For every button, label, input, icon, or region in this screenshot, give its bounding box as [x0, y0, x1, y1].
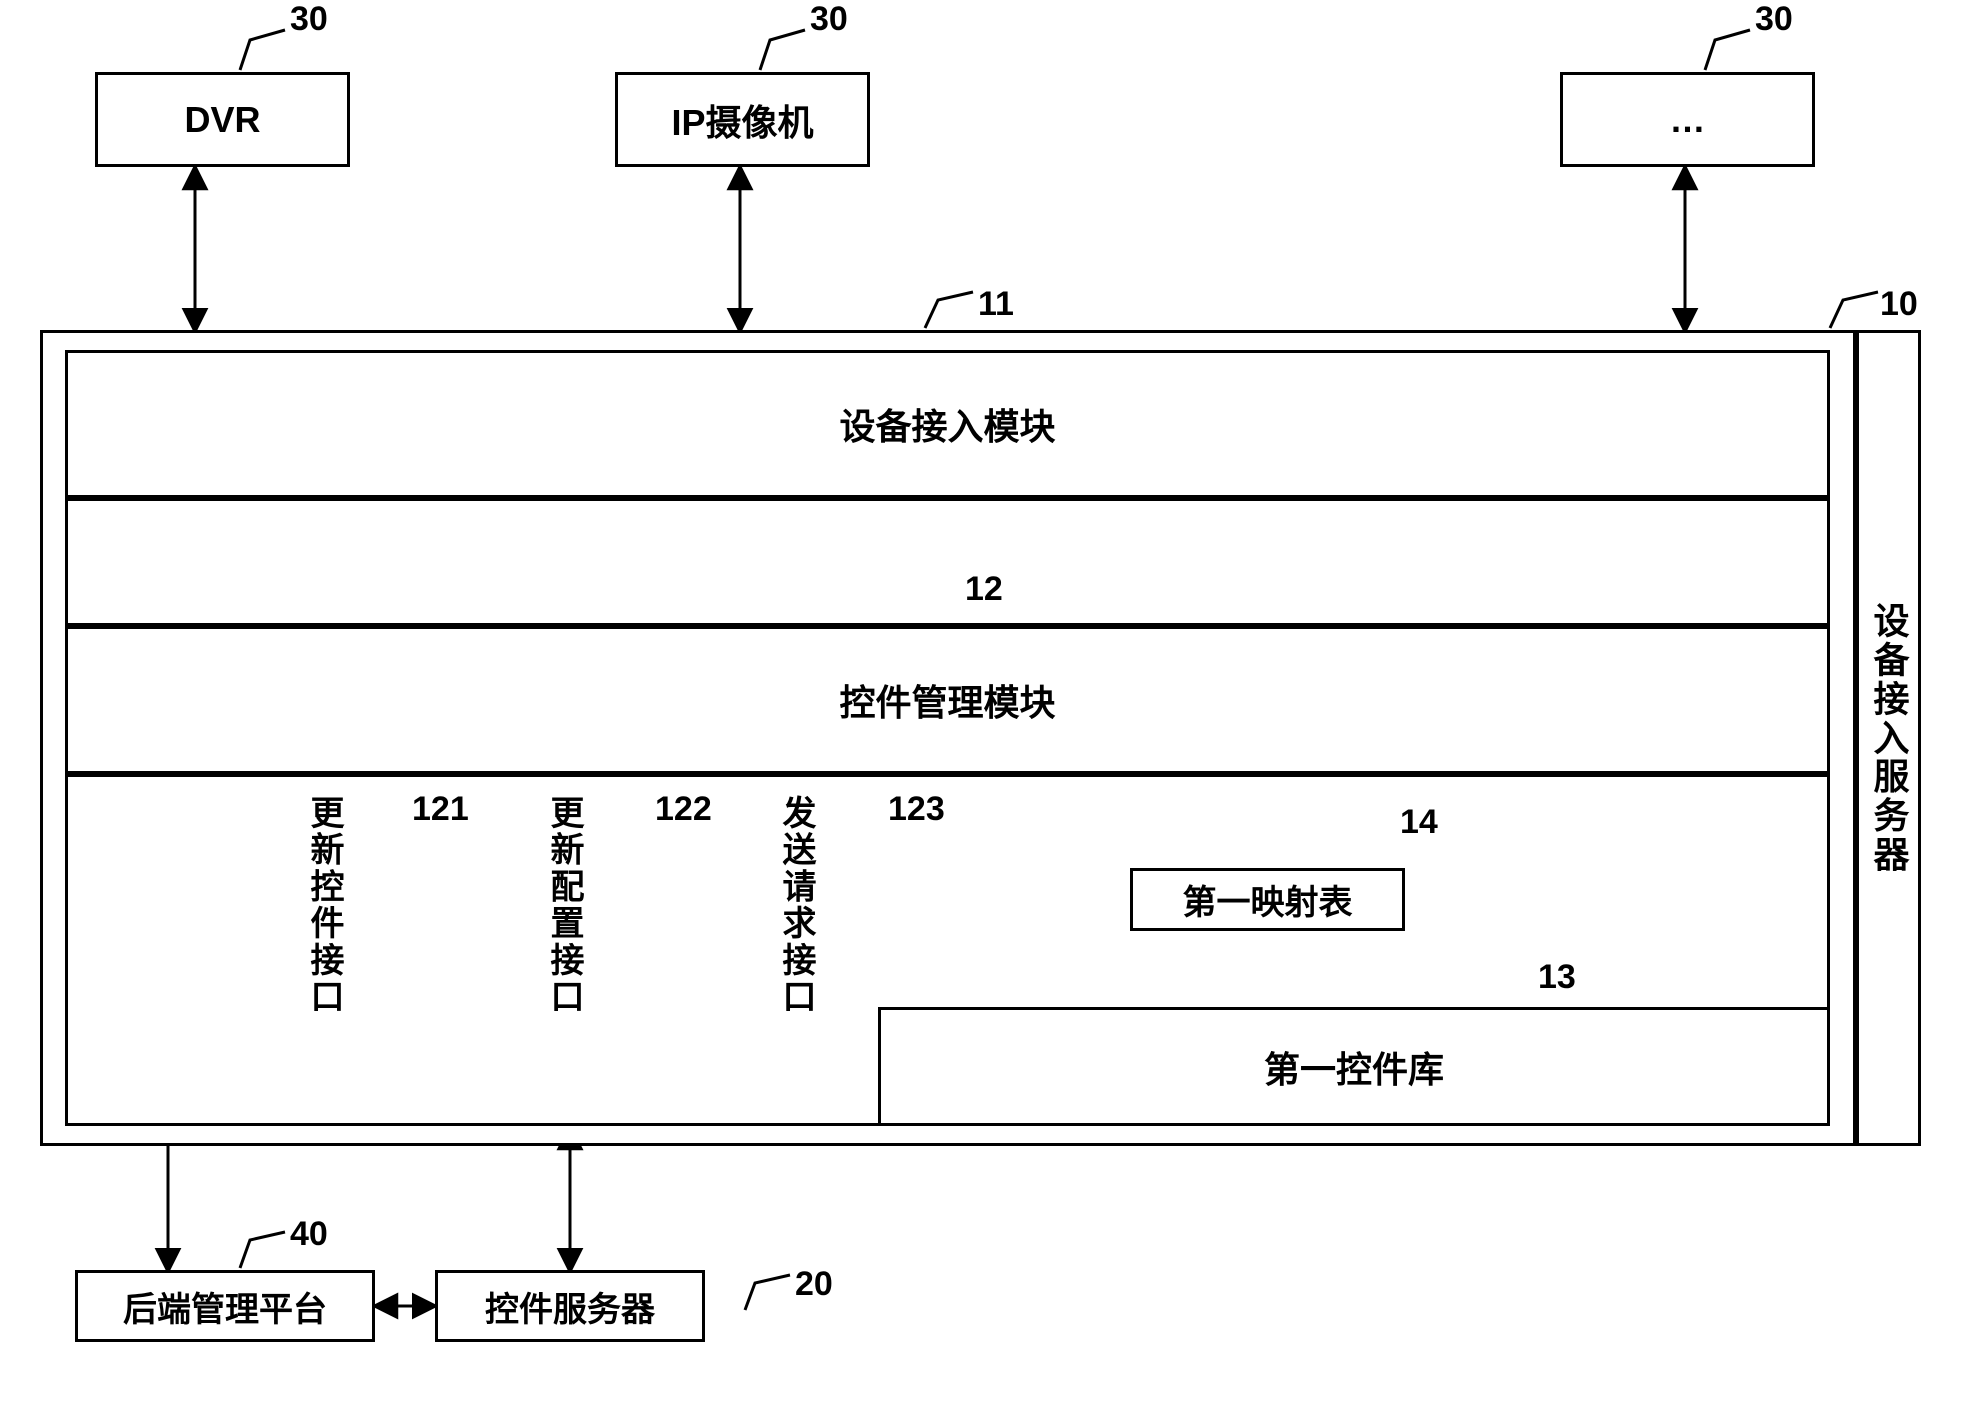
device-access-module-label: 设备接入模块 [839, 398, 1055, 450]
first-mapping-table-label: 第一映射表 [1183, 875, 1353, 924]
blank-row-box [65, 498, 1830, 626]
server-right-label-box: 设备接入服务器 [1856, 330, 1921, 1146]
refnum-14: 14 [1400, 803, 1438, 842]
refnum-11: 11 [978, 285, 1014, 324]
backend-platform-label: 后端管理平台 [123, 1282, 327, 1331]
device-dvr-box: DVR [95, 72, 350, 167]
iface-update-config-label: 更新配置接口 [540, 795, 589, 1110]
first-control-lib-box: 第一控件库 [878, 1007, 1830, 1126]
refnum-20: 20 [795, 1265, 833, 1304]
device-ellipsis-box: … [1560, 72, 1815, 167]
control-server-label: 控件服务器 [485, 1282, 655, 1331]
refnum-121: 121 [412, 790, 469, 829]
first-mapping-table-box: 第一映射表 [1130, 868, 1405, 931]
iface-send-request-label: 发送请求接口 [772, 795, 821, 1110]
refnum-12: 12 [965, 570, 1003, 609]
refnum-40: 40 [290, 1215, 328, 1254]
control-server-box: 控件服务器 [435, 1270, 705, 1342]
refnum-30b: 30 [810, 0, 848, 39]
device-ipcam-label: IP摄像机 [671, 94, 813, 146]
control-manage-module-label: 控件管理模块 [839, 674, 1055, 726]
refnum-30a: 30 [290, 0, 328, 39]
device-dvr-label: DVR [184, 99, 260, 141]
backend-platform-box: 后端管理平台 [75, 1270, 375, 1342]
device-access-module-box: 设备接入模块 [65, 350, 1830, 498]
device-ellipsis-label: … [1670, 99, 1706, 141]
control-manage-module-box: 控件管理模块 [65, 626, 1830, 774]
first-control-lib-label: 第一控件库 [1264, 1041, 1444, 1093]
refnum-30c: 30 [1755, 0, 1793, 39]
refnum-122: 122 [655, 790, 712, 829]
diagram-canvas: DVR IP摄像机 … 设备接入服务器 设备接入模块 控件管理模块 第一映射表 … [0, 0, 1964, 1420]
refnum-123: 123 [888, 790, 945, 829]
server-right-label: 设备接入服务器 [1863, 602, 1915, 874]
iface-update-control-label: 更新控件接口 [300, 795, 349, 1110]
refnum-13: 13 [1538, 958, 1576, 997]
refnum-10: 10 [1880, 285, 1918, 324]
device-ipcam-box: IP摄像机 [615, 72, 870, 167]
